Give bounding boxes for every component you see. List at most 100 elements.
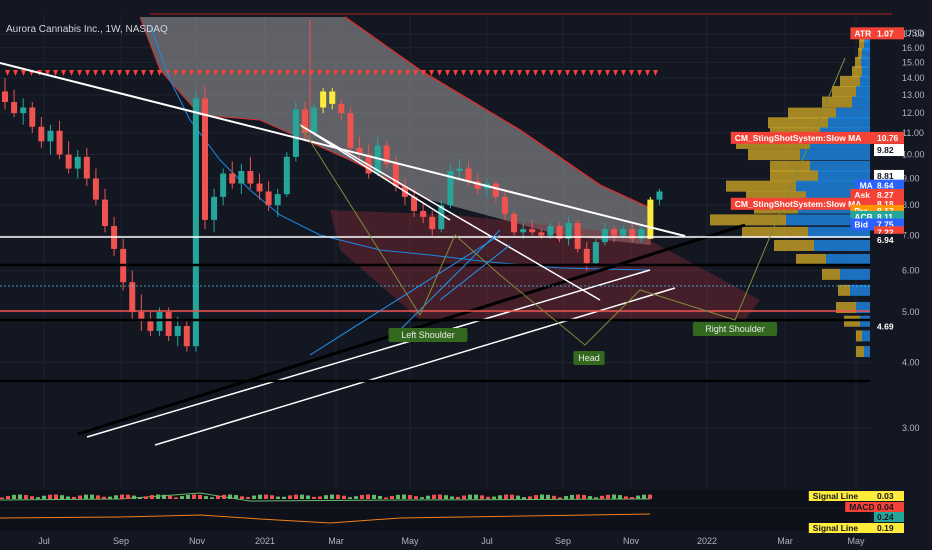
volume-profile-bar xyxy=(828,117,870,129)
macd-histogram-bar xyxy=(648,494,652,499)
sell-signal-marker xyxy=(205,70,210,76)
sell-signal-marker xyxy=(125,70,130,76)
macd-histogram-bar xyxy=(498,495,502,499)
macd-histogram-bar xyxy=(264,494,268,499)
indicator-value: 0.03 xyxy=(877,491,894,501)
price-tag-value-box xyxy=(874,179,904,192)
candle-body xyxy=(229,173,236,184)
macd-histogram-bar xyxy=(24,495,28,499)
macd-histogram-bar xyxy=(552,495,556,499)
x-tick-label: Sep xyxy=(555,536,571,546)
sell-signal-marker xyxy=(461,70,466,76)
volume-profile-bar xyxy=(836,107,870,119)
sell-signal-marker xyxy=(501,70,506,76)
candle-body xyxy=(38,126,45,142)
sell-signal-marker xyxy=(5,70,10,76)
blue-fan-line xyxy=(309,234,501,356)
macd-histogram-bar xyxy=(408,495,412,499)
pattern-label: Left Shoulder xyxy=(401,330,455,340)
candle-body xyxy=(574,222,581,249)
macd-histogram-bar xyxy=(600,495,604,499)
price-tag-value-box xyxy=(874,144,904,157)
indicator-label-box xyxy=(845,502,874,512)
macd-histogram-bar xyxy=(594,497,598,499)
indicator-value: 0.19 xyxy=(877,523,894,533)
candle-body xyxy=(156,311,163,331)
macd-histogram-bar xyxy=(162,494,166,499)
sell-signal-marker xyxy=(589,70,594,76)
candle-body xyxy=(629,229,636,239)
volume-profile-bar xyxy=(856,301,870,313)
price-tag-label-box xyxy=(850,218,874,231)
sell-signal-marker xyxy=(77,70,82,76)
sell-signal-marker xyxy=(453,70,458,76)
candle-body xyxy=(2,91,8,103)
x-axis: Jul Sep Nov 2021 Mar May Jul Sep Nov 2022 Mar May xyxy=(38,536,865,546)
price-tag-label: Ask xyxy=(854,190,870,200)
candle-body xyxy=(538,232,545,236)
oscillator-pane xyxy=(0,509,870,531)
pattern-label-box xyxy=(388,328,468,342)
macd-histogram-bar xyxy=(270,495,274,499)
macd-histogram-bar xyxy=(246,497,250,499)
candle-body xyxy=(529,229,536,233)
macd-histogram-bar xyxy=(138,497,142,499)
y-tick-label: 14.00 xyxy=(902,73,925,83)
candle-body xyxy=(192,98,199,347)
price-tag-value-box xyxy=(874,169,904,182)
price-tag-value: 8.64 xyxy=(877,181,894,191)
candle-body xyxy=(356,147,363,155)
annotations[interactable]: Left Shoulder Head Right Shoulder xyxy=(388,322,778,365)
macd-histogram-bar xyxy=(492,496,496,499)
sell-signal-marker xyxy=(597,70,602,76)
sell-signal-marker xyxy=(557,70,562,76)
macd-histogram-bar xyxy=(510,494,514,499)
macd-histogram-bar xyxy=(54,494,58,499)
macd-histogram-bar xyxy=(426,495,430,499)
macd-histogram-bar xyxy=(192,494,196,499)
y-tick-label: 7.00 xyxy=(902,231,920,241)
sell-signal-marker xyxy=(405,70,410,76)
macd-histogram-bar xyxy=(198,494,202,499)
volume-profile-bar xyxy=(859,39,864,51)
volume-profile-bar xyxy=(822,268,840,280)
candle-body xyxy=(247,171,254,184)
candle-body xyxy=(556,226,563,239)
volume-profile-bar xyxy=(770,170,818,182)
sell-signal-marker xyxy=(69,70,74,76)
sell-signal-marker xyxy=(261,70,266,76)
sell-signal-marker xyxy=(389,70,394,76)
candle-body xyxy=(320,91,327,108)
sell-signal-marker xyxy=(325,70,330,76)
x-tick-label: 2022 xyxy=(697,536,717,546)
sell-signal-marker xyxy=(109,70,114,76)
macd-histogram-bar xyxy=(222,494,226,499)
x-tick-label: Jul xyxy=(481,536,493,546)
volume-profile-bar xyxy=(742,226,808,238)
macd-histogram-bar xyxy=(180,496,184,499)
macd-histogram-bar xyxy=(12,494,16,499)
macd-histogram-bar xyxy=(288,495,292,499)
macd-histogram-bar xyxy=(150,495,154,499)
price-tag-value: 9.82 xyxy=(877,145,894,155)
x-tick-label: Jul xyxy=(38,536,50,546)
y-tick-label: 8.00 xyxy=(902,200,920,210)
indicator-label: Signal Line xyxy=(813,523,859,533)
candle-body xyxy=(274,194,281,206)
volume-profile-bar xyxy=(852,96,870,108)
volume-profile-bar xyxy=(818,170,870,182)
macd-histogram-bar xyxy=(0,497,4,499)
candle-body xyxy=(638,229,645,239)
candle-body xyxy=(165,311,172,336)
candle-body xyxy=(65,154,72,169)
macd-histogram-bar xyxy=(570,494,574,499)
sell-signal-marker xyxy=(493,70,498,76)
macd-histogram-bar xyxy=(582,494,586,499)
volume-profile-bar xyxy=(748,149,800,161)
y-axis: 3.00 4.00 5.00 6.00 7.00 8.00 9.00 10.00 11.00 12… xyxy=(902,29,925,433)
sell-signal-marker xyxy=(573,70,578,76)
candle-body xyxy=(592,242,599,264)
sell-signal-marker xyxy=(429,70,434,76)
sell-signal-marker xyxy=(21,70,26,76)
